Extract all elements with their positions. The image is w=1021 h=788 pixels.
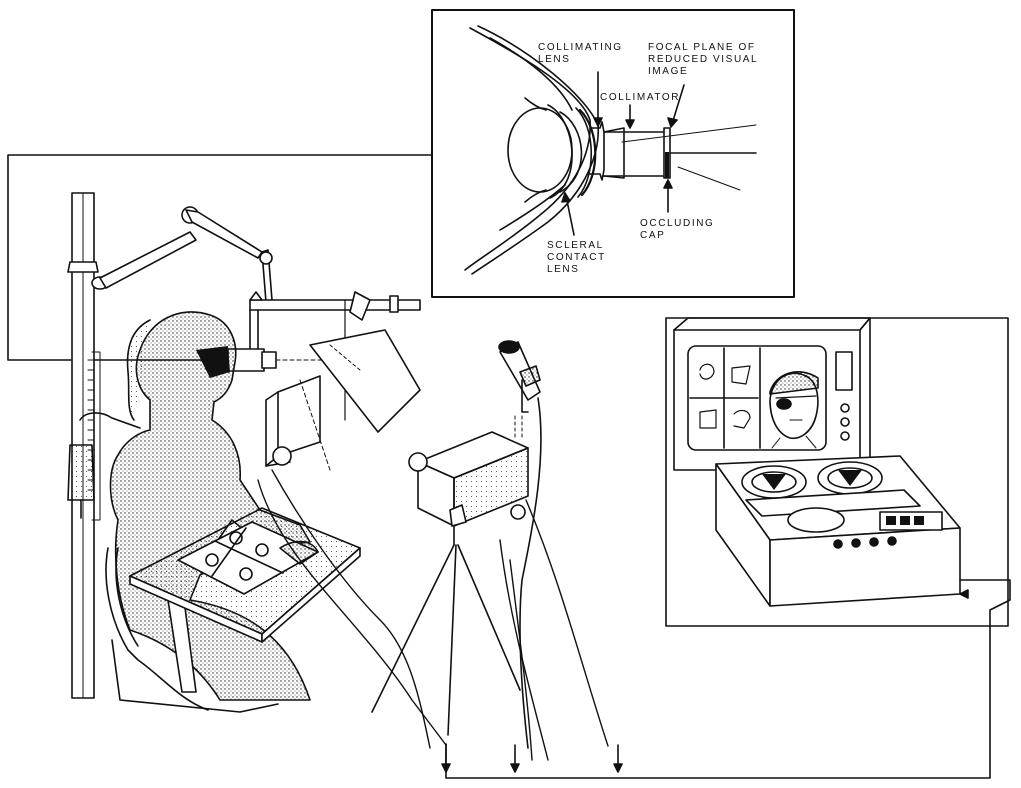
- mirror-plate: [309, 329, 421, 433]
- label-line: COLLIMATOR: [600, 92, 681, 103]
- signal-bus: [441, 595, 991, 779]
- label-line: FOCAL PLANE OF: [648, 42, 756, 53]
- eye-cross-section: [464, 25, 599, 275]
- label-line: IMAGE: [648, 66, 689, 77]
- label-line: COLLIMATING: [538, 42, 623, 53]
- label-scleral-contact-lens: SCLERAL CONTACT LENS: [547, 240, 606, 276]
- label-line: LENS: [547, 264, 580, 275]
- inset-frame: [431, 9, 795, 298]
- collimator-tube: [589, 121, 757, 191]
- label-line: LENS: [538, 54, 571, 65]
- label-line: OCCLUDING: [640, 218, 715, 229]
- label-line: CAP: [640, 230, 666, 241]
- video-camera: [408, 431, 529, 527]
- label-line: SCLERAL: [547, 240, 604, 251]
- label-collimator: COLLIMATOR: [600, 92, 680, 104]
- monitor-symbols: [699, 363, 751, 429]
- label-line: CONTACT: [547, 252, 606, 263]
- recorder-cable: [959, 579, 1011, 627]
- tape-recorder: [715, 455, 961, 607]
- label-line: REDUCED VISUAL: [648, 54, 759, 65]
- label-occluding-cap: OCCLUDING CAP: [640, 218, 714, 242]
- tube-bottle: [67, 412, 141, 519]
- microphone: [498, 340, 542, 749]
- subject-figure: [109, 311, 311, 701]
- inset-arrows: [561, 71, 685, 236]
- articulated-arm: [99, 206, 421, 421]
- chair: [105, 547, 279, 713]
- lap-tray: [129, 507, 361, 643]
- cables: [257, 469, 609, 761]
- inset-connector-line: [7, 154, 433, 361]
- tripod: [371, 504, 521, 736]
- label-collimating-lens: COLLIMATING LENS: [538, 42, 623, 66]
- small-camera: [265, 375, 331, 471]
- label-focal-plane: FOCAL PLANE OF REDUCED VISUAL IMAGE: [648, 42, 758, 78]
- monitor-face: [769, 371, 819, 449]
